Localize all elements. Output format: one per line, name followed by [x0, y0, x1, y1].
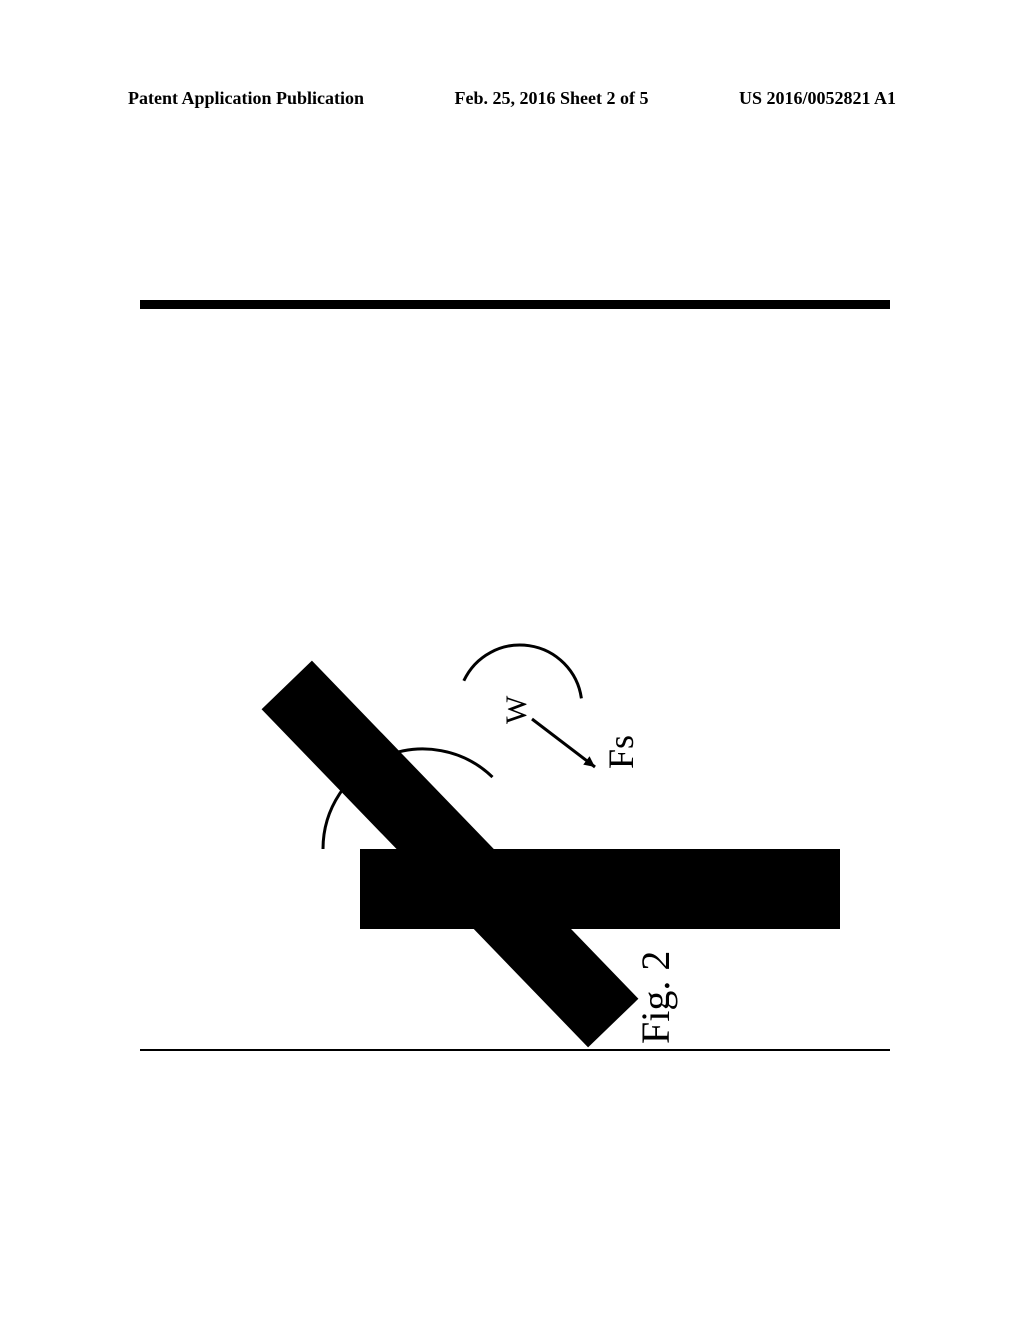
- diagram-svg: [140, 309, 890, 1049]
- diagram-svg-wrap: [140, 309, 890, 1049]
- header-left: Patent Application Publication: [128, 88, 364, 109]
- figure-frame: Fs W A Fig. 2: [140, 300, 890, 1051]
- page-header: Patent Application Publication Feb. 25, …: [128, 88, 896, 109]
- figure-caption: Fig. 2: [632, 951, 679, 1044]
- label-W: W: [500, 696, 534, 724]
- header-right: US 2016/0052821 A1: [739, 88, 896, 109]
- label-Fs: Fs: [600, 735, 642, 769]
- page: Patent Application Publication Feb. 25, …: [0, 0, 1024, 1320]
- label-A: A: [500, 943, 542, 969]
- header-center: Feb. 25, 2016 Sheet 2 of 5: [455, 88, 649, 109]
